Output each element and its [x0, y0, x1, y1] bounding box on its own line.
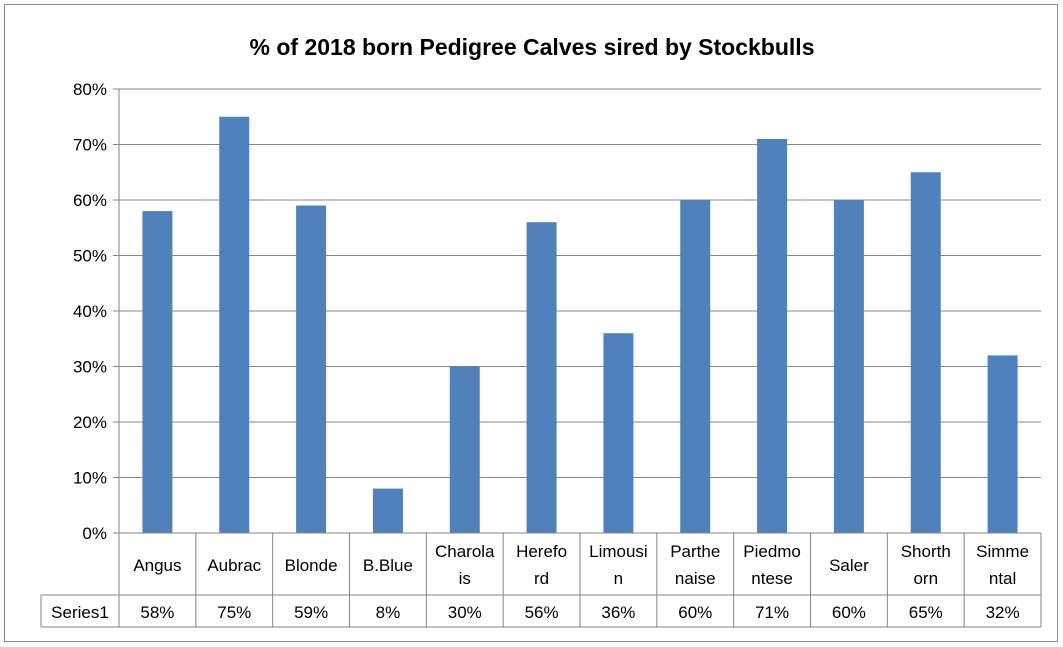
- y-tick-label: 80%: [73, 80, 107, 99]
- data-table-value: 56%: [525, 603, 559, 622]
- data-table-value: 8%: [376, 603, 401, 622]
- x-tick-label: Parthe naise: [670, 542, 720, 588]
- y-tick-label: 0%: [82, 524, 107, 543]
- x-tick-label: Herefo rd: [516, 542, 567, 588]
- bar: [219, 116, 250, 533]
- bar: [296, 205, 327, 534]
- data-table-value: 60%: [832, 603, 866, 622]
- gridlines: [119, 88, 1041, 478]
- y-tick-label: 30%: [73, 358, 107, 377]
- chart-frame: % of 2018 born Pedigree Calves sired by …: [4, 4, 1058, 642]
- data-table: Angus Aubrac Blonde B.Blue Charola is Herefo rd…: [40, 533, 1042, 628]
- bar: [449, 366, 480, 533]
- chart: % of 2018 born Pedigree Calves sired by …: [40, 34, 1042, 628]
- y-tick-label: 10%: [73, 469, 107, 488]
- bar: [680, 200, 711, 533]
- series-name-label: Series1: [51, 603, 109, 622]
- x-tick-label: Aubrac: [207, 556, 261, 575]
- x-tick-label: Simme ntal: [976, 542, 1029, 588]
- bar: [910, 172, 941, 533]
- x-tick-label: B.Blue: [363, 556, 413, 575]
- bar: [372, 488, 403, 533]
- x-tick-label: Charola is: [435, 542, 495, 588]
- bar: [987, 355, 1018, 533]
- data-table-value: 58%: [140, 603, 174, 622]
- data-table-value: 60%: [678, 603, 712, 622]
- x-tick-label: Limousi n: [589, 542, 648, 588]
- chart-title: % of 2018 born Pedigree Calves sired by …: [250, 34, 815, 60]
- x-tick-label: Shorth orn: [901, 542, 951, 588]
- bars: [142, 116, 1018, 534]
- data-table-value: 30%: [448, 603, 482, 622]
- x-tick-label: Saler: [829, 556, 869, 575]
- bar: [833, 200, 864, 533]
- data-table-value: 59%: [294, 603, 328, 622]
- data-table-value: 65%: [909, 603, 943, 622]
- data-table-value: 75%: [217, 603, 251, 622]
- data-table-value: 36%: [601, 603, 635, 622]
- x-tick-label: Blonde: [285, 556, 338, 575]
- bar: [603, 333, 634, 533]
- y-tick-label: 50%: [73, 247, 107, 266]
- x-tick-label: Piedmo ntese: [743, 542, 801, 588]
- data-table-value: 71%: [755, 603, 789, 622]
- x-tick-label: Angus: [133, 556, 181, 575]
- y-tick-label: 20%: [73, 413, 107, 432]
- y-tick-label: 70%: [73, 136, 107, 155]
- bar: [142, 211, 173, 533]
- bar: [526, 222, 557, 533]
- bar: [757, 138, 788, 533]
- data-table-value: 32%: [986, 603, 1020, 622]
- y-tick-label: 40%: [73, 302, 107, 321]
- y-tick-label: 60%: [73, 191, 107, 210]
